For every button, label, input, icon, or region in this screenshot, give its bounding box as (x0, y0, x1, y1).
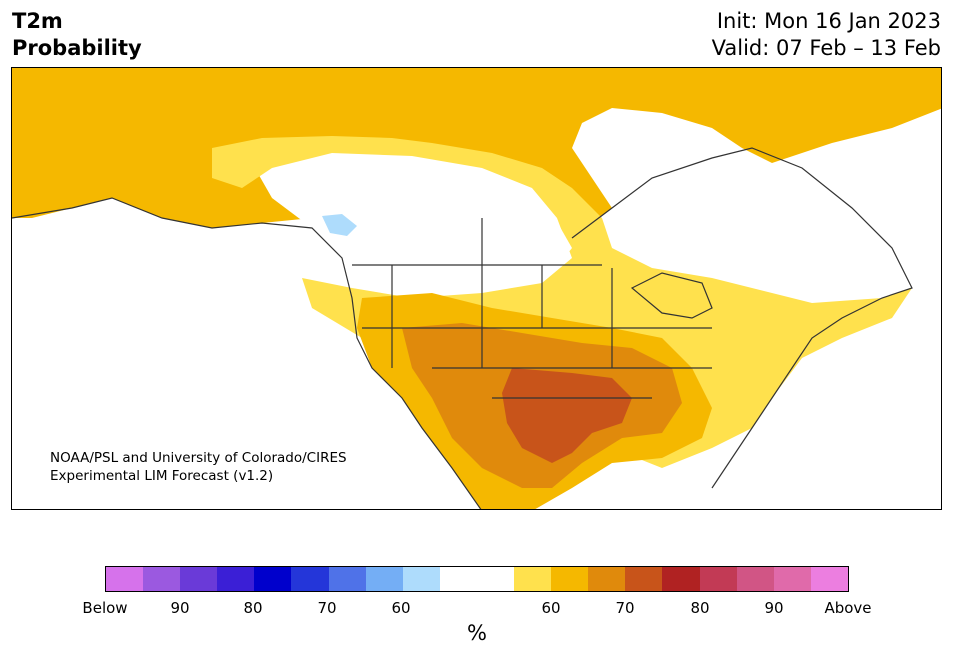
probability-map: NOAA/PSL and University of Colorado/CIRE… (11, 67, 942, 510)
colorbar-segment (180, 567, 218, 591)
credit-text: NOAA/PSL and University of Colorado/CIRE… (50, 449, 347, 485)
colorbar-units: % (467, 621, 487, 645)
colorbar-segment (736, 567, 774, 591)
colorbar-segment (291, 567, 329, 591)
map-canvas (12, 68, 941, 509)
colorbar-tick-label: 70 (615, 599, 635, 617)
colorbar-segment (625, 567, 663, 591)
colorbar-tick-label: 80 (243, 599, 263, 617)
colorbar-segment (699, 567, 737, 591)
colorbar-segment (514, 567, 552, 591)
colorbar-segment (439, 567, 477, 591)
colorbar-segment (588, 567, 626, 591)
colorbar-segment (106, 567, 144, 591)
credit-line-1: NOAA/PSL and University of Colorado/CIRE… (50, 450, 347, 466)
map-title: T2m Probability (12, 8, 142, 62)
colorbar-tick-label: 70 (317, 599, 337, 617)
colorbar-tick-label: 90 (170, 599, 190, 617)
colorbar-segment (773, 567, 811, 591)
colorbar-segment (810, 567, 848, 591)
colorbar-segment (662, 567, 700, 591)
forecast-dates: Init: Mon 16 Jan 2023 Valid: 07 Feb – 13… (712, 8, 941, 62)
colorbar-segment (254, 567, 292, 591)
colorbar-tick-label: 60 (541, 599, 561, 617)
colorbar-segment (476, 567, 515, 591)
colorbar-segment (365, 567, 403, 591)
colorbar-segment (217, 567, 255, 591)
light-yellow-region (212, 136, 912, 468)
texas-core-region (502, 368, 632, 463)
colorbar-tick-label: 90 (764, 599, 784, 617)
credit-line-2: Experimental LIM Forecast (v1.2) (50, 468, 274, 484)
colorbar-tick-label: Above (824, 599, 872, 617)
colorbar-tick-label: Below (82, 599, 128, 617)
valid-date: Valid: 07 Feb – 13 Feb (711, 36, 941, 60)
colorbar-tick-label: 80 (690, 599, 710, 617)
boundary-lines (12, 147, 913, 509)
colorbar-segment (328, 567, 366, 591)
colorbar (105, 566, 849, 592)
colorbar-tick-label: 60 (391, 599, 411, 617)
title-line-2: Probability (12, 36, 142, 60)
init-date: Init: Mon 16 Jan 2023 (716, 9, 941, 33)
central-neutral-region (312, 163, 572, 283)
colorbar-segment (143, 567, 181, 591)
colorbar-segment (551, 567, 589, 591)
pacific-below-region (322, 214, 357, 236)
title-line-1: T2m (12, 9, 63, 33)
colorbar-segment (402, 567, 440, 591)
